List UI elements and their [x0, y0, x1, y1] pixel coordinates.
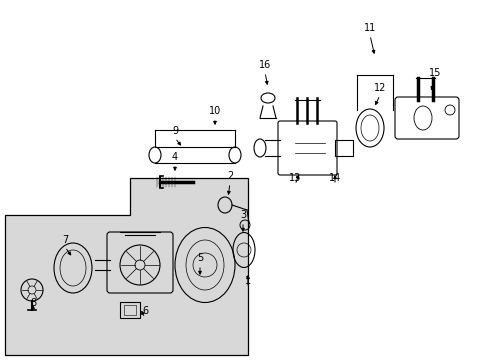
Text: 2: 2	[226, 171, 233, 181]
Text: 15: 15	[428, 68, 440, 78]
Text: 10: 10	[208, 106, 221, 116]
Text: 13: 13	[288, 173, 301, 183]
Bar	[124, 305, 136, 315]
Text: 11: 11	[363, 23, 375, 33]
Text: 5: 5	[197, 253, 203, 263]
Text: 1: 1	[244, 276, 250, 286]
Text: 14: 14	[328, 173, 341, 183]
Text: 4: 4	[172, 152, 178, 162]
Text: 16: 16	[258, 60, 270, 70]
Text: 8: 8	[30, 298, 36, 308]
Text: 12: 12	[373, 83, 386, 93]
Polygon shape	[5, 178, 247, 355]
Text: 3: 3	[240, 210, 245, 220]
Text: 9: 9	[172, 126, 178, 136]
Bar	[334, 140, 352, 156]
Text: 7: 7	[62, 235, 68, 245]
Text: 6: 6	[142, 306, 148, 316]
Bar	[120, 302, 140, 318]
